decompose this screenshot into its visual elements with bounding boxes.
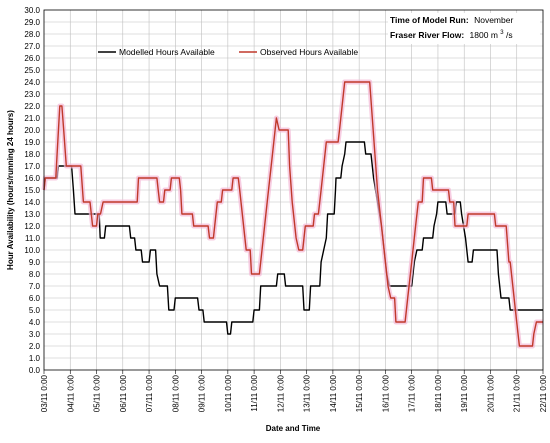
- y-tick-label: 17.0: [24, 162, 40, 171]
- x-tick-label: 04/11 0:00: [66, 374, 75, 412]
- x-tick-label: 03/11 0:00: [40, 374, 49, 412]
- x-tick-label: 18/11 0:00: [434, 374, 443, 412]
- model-run-line: Time of Model Run: November: [390, 15, 513, 25]
- y-tick-label: 22.0: [24, 102, 40, 111]
- x-tick-label: 14/11 0:00: [329, 374, 338, 412]
- model-info-box: Time of Model Run: November Fraser River…: [388, 13, 540, 44]
- y-tick-label: 19.0: [24, 138, 40, 147]
- y-tick-label: 27.0: [24, 42, 40, 51]
- plot-area-border: [43, 9, 544, 371]
- y-tick-label: 2.0: [29, 342, 41, 351]
- series-line-observed: [43, 81, 543, 347]
- x-tick-label: 13/11 0:00: [303, 374, 312, 412]
- y-tick-label: 11.0: [25, 234, 41, 243]
- x-tick-label: 17/11 0:00: [408, 374, 417, 412]
- x-tick-label: 06/11 0:00: [119, 374, 128, 412]
- y-tick-label: 1.0: [29, 354, 41, 363]
- x-axis-ticks: 03/11 0:00 04/11 0:00 05/11 0:00 06/11 0:00…: [40, 370, 548, 412]
- legend-label-modelled: Modelled Hours Available: [119, 47, 215, 57]
- model-run-label: Time of Model Run:: [390, 15, 469, 25]
- y-tick-label: 0.0: [29, 366, 41, 375]
- y-tick-label: 30.0: [24, 6, 40, 15]
- series-layer: [41, 79, 543, 349]
- river-flow-unit: /s: [506, 30, 513, 40]
- y-tick-label: 9.0: [29, 258, 41, 267]
- y-tick-label: 26.0: [24, 54, 40, 63]
- model-info-background: [388, 13, 540, 44]
- legend-label-observed: Observed Hours Available: [260, 47, 358, 57]
- y-tick-label: 12.0: [24, 222, 40, 231]
- river-flow-exponent: 3: [500, 30, 504, 36]
- x-tick-label: 09/11 0:00: [198, 374, 207, 412]
- x-tick-label: 07/11 0:00: [145, 374, 154, 412]
- x-tick-label: 15/11 0:00: [355, 374, 364, 412]
- x-tick-label: 19/11 0:00: [460, 374, 469, 412]
- y-tick-label: 8.0: [29, 270, 41, 279]
- y-tick-label: 15.0: [24, 186, 40, 195]
- x-tick-label: 05/11 0:00: [93, 374, 102, 412]
- y-tick-label: 16.0: [24, 174, 40, 183]
- y-axis-ticks: 0.0 1.0 2.0 3.0 4.0 5.0 6.0 7.0 8.0 9.0 10.0 11.0 12…: [24, 6, 40, 375]
- y-tick-label: 28.0: [24, 30, 40, 39]
- x-tick-label: 08/11 0:00: [171, 374, 180, 412]
- model-run-value: November: [474, 15, 513, 25]
- y-axis-title: Hour Availability (hours/running 24 hour…: [6, 110, 15, 270]
- river-flow-value: 1800 m: [470, 30, 498, 40]
- x-tick-label: 20/11 0:00: [486, 374, 495, 412]
- y-tick-label: 23.0: [24, 90, 40, 99]
- y-tick-label: 18.0: [24, 150, 40, 159]
- x-tick-label: 22/11 0:00: [539, 374, 548, 412]
- y-tick-label: 24.0: [24, 78, 40, 87]
- x-tick-label: 11/11 0:00: [250, 374, 259, 411]
- y-tick-label: 6.0: [29, 294, 41, 303]
- river-flow-line: Fraser River Flow: 1800 m 3 /s: [390, 26, 513, 40]
- x-tick-label: 10/11 0:00: [224, 374, 233, 412]
- y-tick-label: 14.0: [24, 198, 40, 207]
- x-tick-label: 16/11 0:00: [381, 374, 390, 412]
- y-tick-label: 5.0: [29, 306, 41, 315]
- x-tick-label: 12/11 0:00: [276, 374, 285, 412]
- y-tick-label: 25.0: [24, 66, 40, 75]
- y-tick-label: 20.0: [24, 126, 40, 135]
- y-tick-label: 3.0: [29, 330, 41, 339]
- y-tick-label: 4.0: [29, 318, 41, 327]
- y-tick-label: 13.0: [24, 210, 40, 219]
- y-tick-label: 7.0: [29, 282, 41, 291]
- y-tick-label: 29.0: [24, 18, 40, 27]
- x-tick-label: 21/11 0:00: [513, 374, 522, 412]
- y-tick-label: 10.0: [24, 246, 40, 255]
- legend: Modelled Hours Available Observed Hours …: [98, 47, 358, 57]
- y-tick-label: 21.0: [24, 114, 40, 123]
- river-flow-label: Fraser River Flow:: [390, 30, 464, 40]
- x-axis-title: Date and Time: [266, 424, 321, 433]
